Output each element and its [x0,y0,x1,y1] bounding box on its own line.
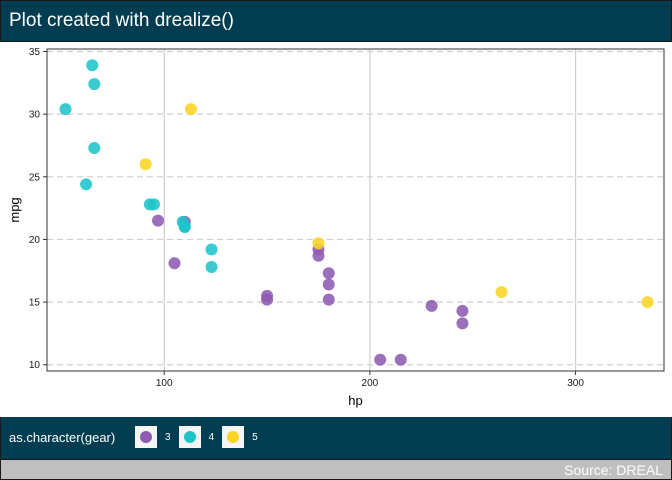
data-point-gear-3 [394,353,407,366]
data-point-gear-3 [168,257,181,270]
plot-area: 100 200 300 10 15 20 25 30 35 hp mpg [0,42,672,417]
legend-title: as.character(gear) [9,430,116,445]
data-point-gear-3 [261,293,274,306]
y-axis-ticks: 10 15 20 25 30 35 [29,47,47,371]
legend-item-4: 4 [178,426,215,448]
legend-item-3: 3 [135,426,171,448]
data-point-gear-4 [88,141,101,154]
grid-lines [47,49,664,371]
chart-title: Plot created with drealize() [9,10,234,31]
legend-swatch [183,431,196,443]
data-point-gear-4 [88,78,101,91]
data-point-gear-5 [641,296,654,309]
legend: as.character(gear) 3 4 5 [0,417,672,459]
data-points [59,59,654,366]
data-point-gear-5 [184,103,197,116]
data-point-gear-3 [322,267,335,280]
x-tick-label: 300 [567,378,584,389]
y-tick-label: 20 [29,235,41,246]
data-point-gear-3 [456,317,469,330]
legend-item-5: 5 [222,426,258,448]
legend-label: 4 [208,431,215,443]
legend-label: 5 [252,431,258,443]
data-point-gear-4 [80,178,93,191]
data-point-gear-4 [176,215,189,228]
data-point-gear-3 [152,214,165,227]
data-point-gear-3 [456,304,469,317]
data-point-gear-4 [147,198,160,211]
data-point-gear-4 [59,103,72,116]
x-tick-label: 100 [156,378,173,389]
plot-panel-border [46,48,665,372]
caption-bar: Source: DREAL [0,459,672,480]
y-tick-label: 35 [29,47,41,58]
legend-key [178,426,201,448]
caption: Source: DREAL [564,462,663,478]
y-tick-label: 10 [29,360,41,371]
legend-items: 3 4 5 [135,426,266,448]
legend-key [222,426,245,448]
data-point-gear-4 [205,261,218,274]
x-tick-label: 200 [362,378,379,389]
data-point-gear-4 [86,59,99,72]
data-point-gear-3 [322,293,335,306]
legend-swatch [227,431,240,443]
title-bar: Plot created with drealize() [0,0,672,42]
data-point-gear-5 [312,237,325,250]
data-point-gear-4 [205,243,218,256]
x-axis-label: hp [348,393,362,408]
y-tick-label: 30 [29,110,41,121]
x-axis-ticks: 100 200 300 [156,371,584,389]
legend-key [135,426,157,448]
data-point-gear-3 [322,278,335,291]
y-axis-label: mpg [7,197,22,222]
scatter-plot: 100 200 300 10 15 20 25 30 35 hp mpg [7,47,665,408]
y-tick-label: 15 [29,298,41,309]
y-tick-label: 25 [29,172,41,183]
data-point-gear-5 [495,286,508,299]
data-point-gear-5 [139,158,152,171]
legend-swatch [140,431,152,443]
data-point-gear-3 [425,299,438,312]
data-point-gear-3 [374,353,387,366]
legend-label: 3 [165,431,171,443]
